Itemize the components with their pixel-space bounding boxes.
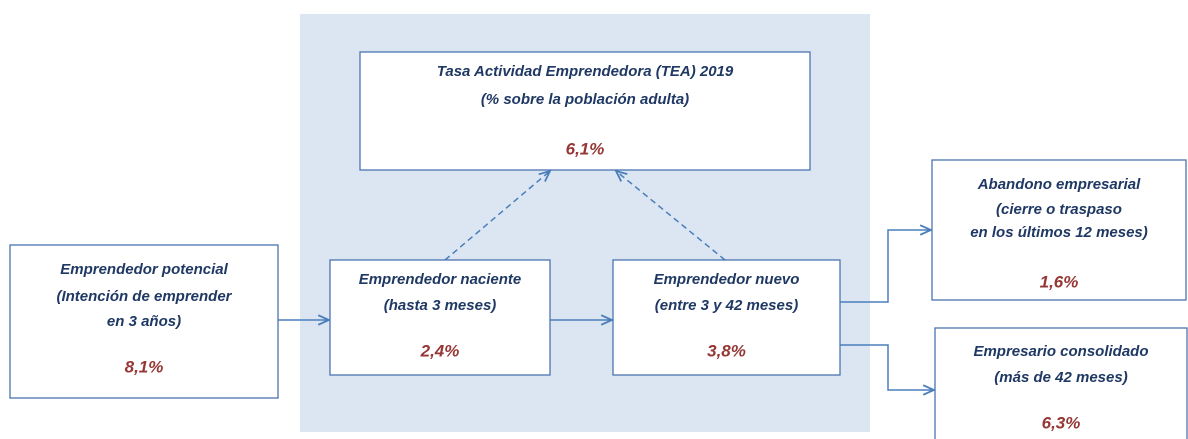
arrow bbox=[840, 344, 934, 390]
arrow bbox=[616, 171, 726, 261]
node-label: Emprendedor nuevo bbox=[654, 271, 800, 288]
node-label: en 3 años) bbox=[107, 313, 181, 330]
arrows bbox=[278, 171, 934, 390]
node-label: (más de 42 meses) bbox=[994, 369, 1127, 386]
node-box bbox=[359, 51, 811, 171]
arrow bbox=[840, 230, 931, 303]
node-label: (% sobre la población adulta) bbox=[481, 91, 689, 108]
node-value: 1,6% bbox=[1040, 272, 1079, 291]
node-label: (Intención de emprender bbox=[56, 288, 232, 305]
node-label: Abandono empresarial bbox=[977, 176, 1141, 193]
node-label: (hasta 3 meses) bbox=[384, 297, 497, 314]
node-box bbox=[9, 244, 279, 399]
node-box bbox=[612, 259, 841, 376]
node-box bbox=[934, 327, 1188, 439]
node-label: en los últimos 12 meses) bbox=[970, 224, 1148, 241]
node-value: 6,3% bbox=[1042, 413, 1081, 432]
node-label: Tasa Actividad Emprendedora (TEA) 2019 bbox=[437, 63, 734, 80]
node-value: 3,8% bbox=[707, 341, 746, 360]
node-label: Emprendedor potencial bbox=[60, 261, 228, 278]
node-label: Empresario consolidado bbox=[973, 343, 1148, 360]
arrow bbox=[444, 171, 550, 261]
node-box bbox=[329, 259, 551, 376]
node-box bbox=[931, 159, 1187, 301]
node-label: Emprendedor naciente bbox=[359, 271, 522, 288]
node-value: 2,4% bbox=[420, 341, 460, 360]
node-value: 8,1% bbox=[125, 357, 164, 376]
node-label: (cierre o traspaso bbox=[996, 201, 1122, 218]
node-value: 6,1% bbox=[566, 139, 605, 158]
node-label: (entre 3 y 42 meses) bbox=[655, 297, 798, 314]
